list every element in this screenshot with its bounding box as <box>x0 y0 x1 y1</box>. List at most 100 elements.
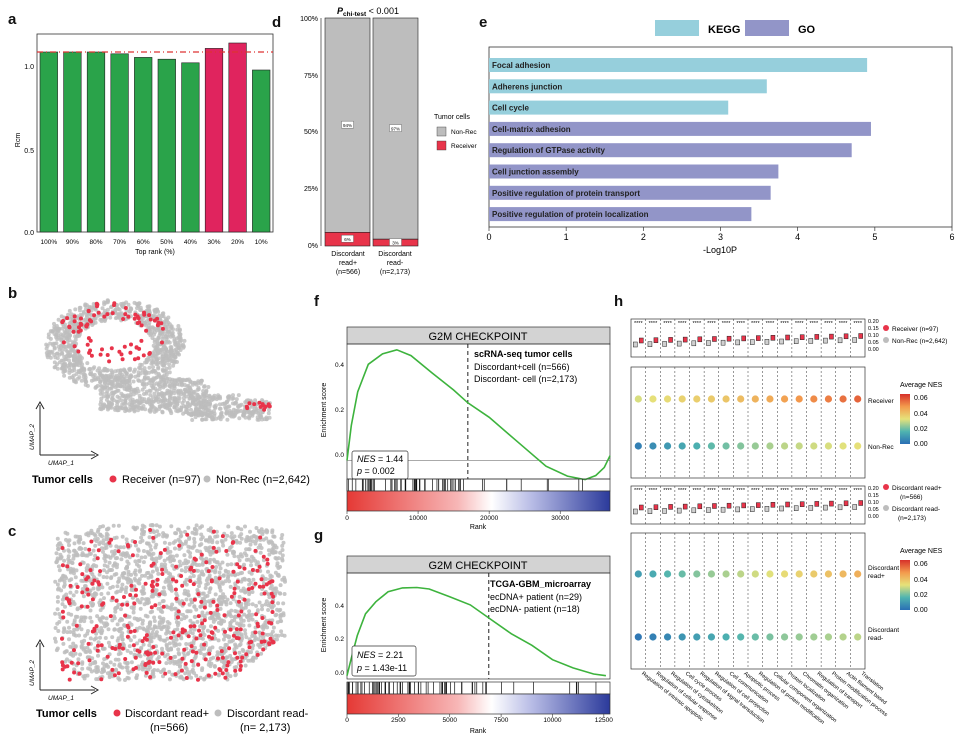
panel-a-xtick: 90% <box>66 239 79 246</box>
panel-h-dot-discplus <box>751 570 759 578</box>
panel-b-point-receiver <box>129 342 133 347</box>
panel-c-point-plus <box>69 660 74 665</box>
panel-c-point-minus <box>150 523 155 527</box>
panel-c-point-minus <box>113 556 118 561</box>
panel-c-point-plus <box>131 643 136 648</box>
panel-c-point-minus <box>276 601 281 606</box>
panel-b-point-nonrec <box>219 411 224 416</box>
panel-c-point-minus <box>235 609 240 614</box>
panel-b-point-receiver <box>252 402 257 407</box>
panel-c-point-minus <box>150 630 155 635</box>
panel-c-point-minus <box>97 616 102 621</box>
panel-c-point-minus <box>275 620 280 625</box>
panel-c-point-plus <box>184 676 189 680</box>
panel-c-point-plus <box>151 645 156 649</box>
panel-h-dot-discminus <box>737 633 745 641</box>
panel-c-point-plus <box>248 640 253 645</box>
panel-b-point-receiver <box>117 349 122 354</box>
panel-c-point-minus <box>182 553 187 558</box>
panel-b-point-nonrec <box>128 366 133 371</box>
panel-c-point-minus <box>200 610 205 615</box>
panel-c-point-plus <box>120 602 125 607</box>
panel-b-point-nonrec <box>124 300 129 305</box>
panel-c-point-minus <box>176 527 180 532</box>
panel-c-point-minus <box>249 559 254 564</box>
panel-c-point-minus <box>229 531 234 536</box>
panel-c-point-minus <box>133 543 138 548</box>
panel-c-point-minus <box>272 534 277 539</box>
panel-c-point-minus <box>106 591 111 596</box>
panel-c-point-minus <box>58 555 63 560</box>
panel-c-point-plus <box>74 623 79 628</box>
panel-c-point-minus <box>57 578 62 583</box>
panel-b-point-nonrec <box>83 302 88 307</box>
panel-f-xtick: 10000 <box>409 515 427 522</box>
panel-c-point-minus <box>254 603 259 608</box>
panel-h-box-receiver <box>741 502 746 509</box>
panel-c-point-minus <box>208 557 213 562</box>
panel-b-point-nonrec <box>80 362 85 367</box>
panel-c-point-plus <box>125 634 130 639</box>
panel-b-point-nonrec <box>72 340 77 345</box>
panel-b-point-nonrec <box>168 345 173 350</box>
panel-c-point-minus <box>110 584 115 589</box>
panel-c-point-minus <box>162 565 167 569</box>
panel-c-point-minus <box>219 618 224 623</box>
panel-c-point-minus <box>125 661 130 665</box>
panel-b-point-nonrec <box>199 405 204 410</box>
panel-c-point-minus <box>269 574 274 579</box>
panel-c-point-minus <box>170 563 175 568</box>
panel-c-point-plus <box>107 540 112 545</box>
panel-c-point-minus <box>198 624 203 629</box>
panel-h-dot-receiver <box>722 395 730 403</box>
panel-c-point-minus <box>225 671 230 676</box>
panel-c-point-minus <box>238 642 243 647</box>
panel-c-point-minus <box>120 534 125 539</box>
panel-c-point-minus <box>216 628 221 633</box>
panel-c-point-minus <box>165 550 170 555</box>
panel-b-point-nonrec <box>71 322 76 327</box>
panel-h-box-nonrec <box>793 505 799 511</box>
panel-c-point-minus <box>84 532 89 537</box>
panel-b-point-nonrec <box>172 391 177 396</box>
panel-b-point-receiver <box>160 340 164 345</box>
panel-c-point-minus <box>259 546 264 550</box>
panel-b-point-nonrec <box>108 315 113 320</box>
panel-c-point-minus <box>93 553 98 558</box>
panel-h-box-receiver <box>668 337 673 343</box>
panel-h-significance: **** <box>824 488 833 494</box>
panel-c-point-plus <box>142 636 147 641</box>
panel-h-dot-nonrec <box>780 442 789 450</box>
panel-a-bar-chart: Rcm Top rank (%) 0.0 0.5 1.0 100% 90% 80… <box>15 33 274 256</box>
panel-c-point-minus <box>203 586 208 590</box>
panel-c-point-plus <box>100 602 105 607</box>
panel-c-point-minus <box>117 663 122 668</box>
panel-c-point-minus <box>260 607 264 612</box>
panel-c-point-minus <box>212 664 217 668</box>
panel-e-frame <box>488 46 953 228</box>
panel-c-point-plus <box>259 639 264 644</box>
panel-h-box-nonrec <box>735 506 740 513</box>
panel-b-point-receiver <box>88 338 93 343</box>
panel-b-point-nonrec <box>128 374 133 379</box>
panel-b-point-nonrec <box>160 362 165 367</box>
panel-c-ylabel: UMAP_2 <box>29 660 36 686</box>
panel-c-point-plus <box>199 599 204 604</box>
panel-b-point-nonrec <box>213 405 218 410</box>
panel-c-point-minus <box>260 574 265 579</box>
panel-a-ytick-2: 1.0 <box>24 64 34 71</box>
panel-c-point-minus <box>64 649 68 654</box>
panel-c-point-minus <box>61 641 66 646</box>
panel-d-ytick-25: 25% <box>304 186 318 193</box>
panel-c-point-minus <box>98 532 103 537</box>
panel-b-point-nonrec <box>174 408 179 413</box>
panel-c-point-plus <box>253 581 258 586</box>
panel-h-dot-discplus <box>693 570 701 578</box>
panel-c-point-minus <box>103 636 108 640</box>
panel-c-point-minus <box>90 564 95 569</box>
panel-c-point-minus <box>102 596 106 601</box>
panel-c-point-minus <box>71 641 76 646</box>
panel-b-point-nonrec <box>149 399 154 404</box>
panel-b-point-nonrec <box>136 408 140 413</box>
panel-c-point-minus <box>101 646 106 651</box>
